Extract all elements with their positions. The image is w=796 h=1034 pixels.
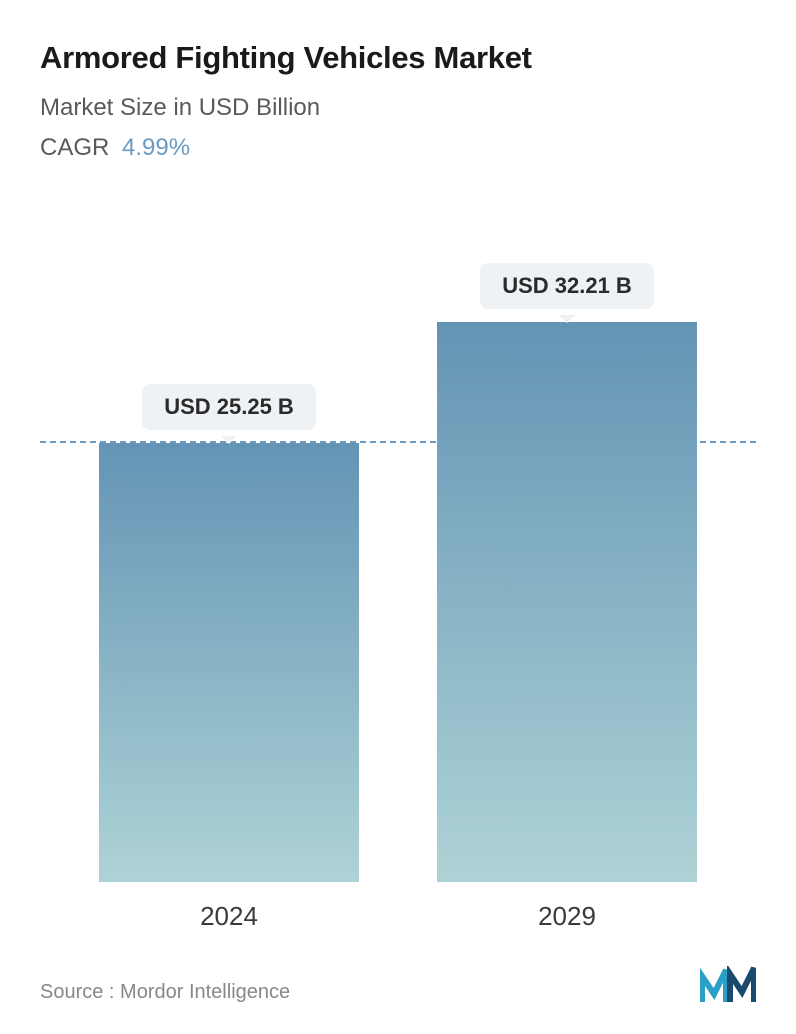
bar (437, 322, 697, 882)
bar-value-label: USD 25.25 B (142, 384, 316, 430)
chart-subtitle: Market Size in USD Billion (40, 94, 756, 122)
source-attribution: Source : Mordor Intelligence (40, 981, 290, 1004)
bar-value-label: USD 32.21 B (480, 263, 654, 309)
cagr-value: 4.99% (122, 134, 190, 161)
x-axis-label: 2024 (99, 889, 359, 932)
cagr-row: CAGR 4.99% (40, 134, 756, 162)
x-axis-labels: 2024 2029 (40, 889, 756, 932)
bar (99, 443, 359, 882)
cagr-label: CAGR (40, 134, 109, 161)
bar-group: USD 32.21 B (437, 202, 697, 882)
pill-pointer-icon (559, 315, 575, 323)
pill-pointer-icon (221, 436, 237, 444)
bar-group: USD 25.25 B (99, 202, 359, 882)
x-axis-label: 2029 (437, 889, 697, 932)
bars-container: USD 25.25 B USD 32.21 B (40, 202, 756, 882)
chart-title: Armored Fighting Vehicles Market (40, 40, 756, 76)
chart-footer: Source : Mordor Intelligence (40, 942, 756, 1004)
mordor-logo-icon (700, 966, 756, 1004)
chart-area: USD 25.25 B USD 32.21 B 2024 2029 (40, 202, 756, 932)
